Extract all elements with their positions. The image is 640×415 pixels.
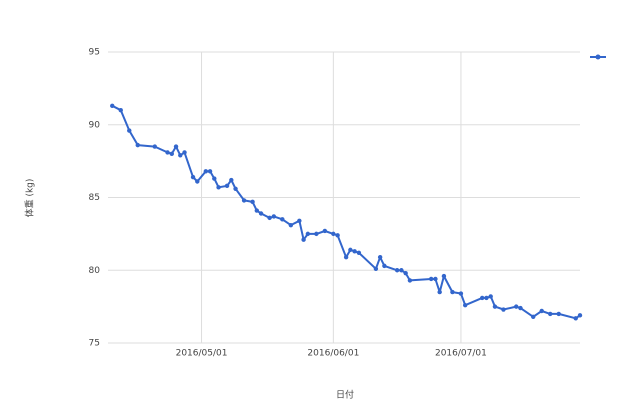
data-point bbox=[382, 263, 387, 269]
data-point bbox=[399, 268, 404, 273]
data-point bbox=[271, 214, 277, 219]
data-point bbox=[352, 249, 357, 254]
x-tick-label: 2016/06/01 bbox=[307, 349, 359, 359]
data-point bbox=[110, 103, 115, 109]
y-axis-title: 体重 (kg) bbox=[24, 179, 36, 218]
data-point bbox=[267, 215, 272, 221]
data-point bbox=[450, 289, 455, 295]
data-point bbox=[207, 169, 213, 174]
data-point bbox=[224, 183, 230, 189]
data-point bbox=[479, 295, 485, 301]
y-tick-label: 85 bbox=[89, 193, 100, 203]
data-point bbox=[437, 289, 442, 295]
data-point bbox=[241, 198, 247, 203]
data-point bbox=[348, 247, 353, 253]
data-point bbox=[322, 228, 328, 234]
data-point bbox=[441, 273, 447, 279]
data-point bbox=[254, 208, 260, 213]
data-point bbox=[356, 250, 362, 255]
data-point bbox=[216, 185, 221, 190]
data-point bbox=[195, 179, 200, 184]
data-point bbox=[250, 199, 255, 205]
data-point bbox=[577, 313, 583, 318]
data-point bbox=[373, 266, 379, 271]
data-point bbox=[433, 276, 438, 282]
data-point bbox=[488, 294, 493, 299]
x-tick-label: 2016/05/01 bbox=[176, 349, 228, 359]
data-point bbox=[258, 211, 264, 216]
data-point bbox=[492, 304, 498, 309]
data-point bbox=[573, 316, 578, 321]
data-point bbox=[484, 295, 489, 301]
data-point bbox=[229, 177, 234, 183]
data-point bbox=[428, 276, 434, 282]
data-point bbox=[280, 217, 285, 222]
data-point bbox=[501, 307, 506, 312]
data-point bbox=[233, 186, 238, 191]
data-point bbox=[297, 218, 302, 223]
data-point bbox=[314, 231, 319, 237]
data-point bbox=[190, 174, 196, 180]
data-point bbox=[305, 231, 311, 237]
data-point bbox=[518, 305, 523, 311]
data-point bbox=[135, 142, 140, 148]
data-point bbox=[343, 254, 349, 260]
data-point bbox=[394, 268, 400, 273]
data-point bbox=[377, 254, 383, 260]
data-point bbox=[531, 314, 536, 320]
data-point bbox=[212, 176, 217, 181]
data-point bbox=[203, 169, 209, 174]
data-point bbox=[301, 237, 306, 242]
data-point bbox=[127, 128, 132, 133]
data-point bbox=[165, 150, 170, 155]
y-tick-label: 90 bbox=[89, 120, 101, 130]
data-point bbox=[462, 302, 468, 308]
x-tick-label: 2016/07/01 bbox=[435, 349, 487, 359]
data-point bbox=[182, 150, 187, 155]
data-point bbox=[407, 278, 413, 283]
data-point bbox=[288, 222, 294, 228]
data-point bbox=[335, 233, 340, 238]
data-point bbox=[458, 291, 464, 296]
data-point bbox=[169, 151, 174, 157]
data-point bbox=[331, 231, 336, 237]
y-tick-label: 80 bbox=[89, 266, 101, 276]
y-tick-label: 95 bbox=[89, 48, 100, 58]
data-point bbox=[514, 304, 519, 309]
data-point bbox=[152, 144, 157, 149]
data-point bbox=[556, 311, 561, 317]
data-point bbox=[548, 311, 553, 317]
data-point bbox=[403, 270, 408, 276]
y-tick-label: 75 bbox=[89, 339, 100, 349]
data-point bbox=[118, 108, 123, 113]
x-axis-title: 日付 bbox=[336, 390, 354, 401]
data-point bbox=[173, 144, 179, 149]
legend-marker-dot bbox=[595, 54, 601, 60]
data-point bbox=[539, 308, 544, 314]
data-point bbox=[178, 153, 183, 158]
data-line bbox=[111, 104, 581, 320]
